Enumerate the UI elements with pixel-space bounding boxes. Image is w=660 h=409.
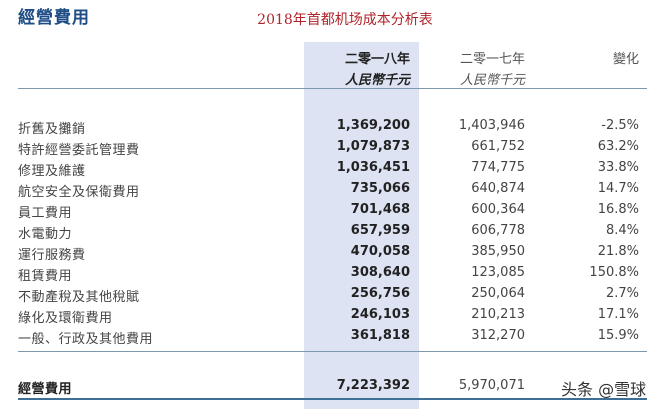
table-row: 特許經營委託管理費 1,079,873 661,752 63.2%	[0, 139, 660, 159]
value-2017: 1,403,946	[458, 118, 525, 133]
col-header-2018-unit: 人民幣千元	[344, 73, 410, 88]
value-change: -2.5%	[601, 118, 639, 133]
total-row: 經營費用 7,223,392 5,970,071	[0, 378, 660, 398]
row-label: 特許經營委託管理費	[18, 143, 140, 158]
header-rule	[18, 88, 647, 89]
page-title: 經營費用	[18, 8, 90, 28]
value-2018: 701,468	[350, 202, 410, 217]
total-2018: 7,223,392	[336, 378, 410, 393]
value-2018: 308,640	[350, 265, 410, 280]
value-change: 16.8%	[597, 202, 639, 217]
value-change: 14.7%	[597, 181, 639, 196]
value-change: 33.8%	[597, 160, 639, 175]
value-change: 150.8%	[589, 265, 639, 280]
table-row: 水電動力 657,959 606,778 8.4%	[0, 223, 660, 243]
value-change: 2.7%	[605, 286, 639, 301]
table-row: 一般、行政及其他費用 361,818 312,270 15.9%	[0, 328, 660, 348]
value-change: 63.2%	[597, 139, 639, 154]
value-change: 21.8%	[597, 244, 639, 259]
watermark: 头条 @雪球	[561, 380, 647, 399]
col-header-change: 變化	[612, 52, 639, 67]
row-label: 航空安全及保衛費用	[18, 185, 140, 200]
value-2018: 1,369,200	[336, 118, 410, 133]
total-2017: 5,970,071	[458, 378, 525, 393]
table-row: 修理及維護 1,036,451 774,775 33.8%	[0, 160, 660, 180]
value-2018: 657,959	[350, 223, 410, 238]
table-row: 航空安全及保衛費用 735,066 640,874 14.7%	[0, 181, 660, 201]
value-2017: 210,213	[471, 307, 525, 322]
table-row: 折舊及攤銷 1,369,200 1,403,946 -2.5%	[0, 118, 660, 138]
value-2018: 470,058	[350, 244, 410, 259]
row-label: 修理及維護	[18, 164, 86, 179]
row-label: 水電動力	[18, 227, 73, 242]
value-2018: 246,103	[350, 307, 410, 322]
value-2017: 606,778	[471, 223, 525, 238]
col-header-2017-year: 二零一七年	[459, 52, 525, 67]
value-change: 8.4%	[605, 223, 639, 238]
value-2017: 661,752	[471, 139, 525, 154]
value-2017: 600,364	[471, 202, 525, 217]
value-2017: 250,064	[471, 286, 525, 301]
value-2017: 640,874	[471, 181, 525, 196]
row-label: 一般、行政及其他費用	[18, 332, 154, 347]
value-2017: 123,085	[471, 265, 525, 280]
row-label: 不動產稅及其他稅賦	[18, 290, 140, 305]
value-2018: 361,818	[350, 328, 410, 343]
value-2017: 385,950	[471, 244, 525, 259]
value-change: 17.1%	[597, 307, 639, 322]
value-2018: 735,066	[350, 181, 410, 196]
table-row: 綠化及環衛費用 246,103 210,213 17.1%	[0, 307, 660, 327]
col-header-2018-year: 二零一八年	[344, 52, 410, 67]
value-2018: 1,036,451	[336, 160, 410, 175]
row-label: 租賃費用	[18, 269, 73, 284]
table-row: 不動產稅及其他稅賦 256,756 250,064 2.7%	[0, 286, 660, 306]
table-row: 運行服務費 470,058 385,950 21.8%	[0, 244, 660, 264]
row-label: 綠化及環衛費用	[18, 311, 113, 326]
table-row: 租賃費用 308,640 123,085 150.8%	[0, 265, 660, 285]
value-2017: 774,775	[471, 160, 525, 175]
total-rule	[18, 398, 647, 400]
table-caption: 2018年首都机场成本分析表	[257, 12, 433, 28]
table-row: 員工費用 701,468 600,364 16.8%	[0, 202, 660, 222]
row-label: 折舊及攤銷	[18, 122, 86, 137]
total-label: 經營費用	[18, 382, 73, 397]
col-header-2017-unit: 人民幣千元	[459, 73, 525, 88]
subtotal-rule	[18, 351, 647, 352]
row-label: 員工費用	[18, 206, 73, 221]
value-2017: 312,270	[471, 328, 525, 343]
row-label: 運行服務費	[18, 248, 86, 263]
value-change: 15.9%	[597, 328, 639, 343]
value-2018: 256,756	[350, 286, 410, 301]
highlight-column-2018	[304, 42, 419, 409]
value-2018: 1,079,873	[336, 139, 410, 154]
